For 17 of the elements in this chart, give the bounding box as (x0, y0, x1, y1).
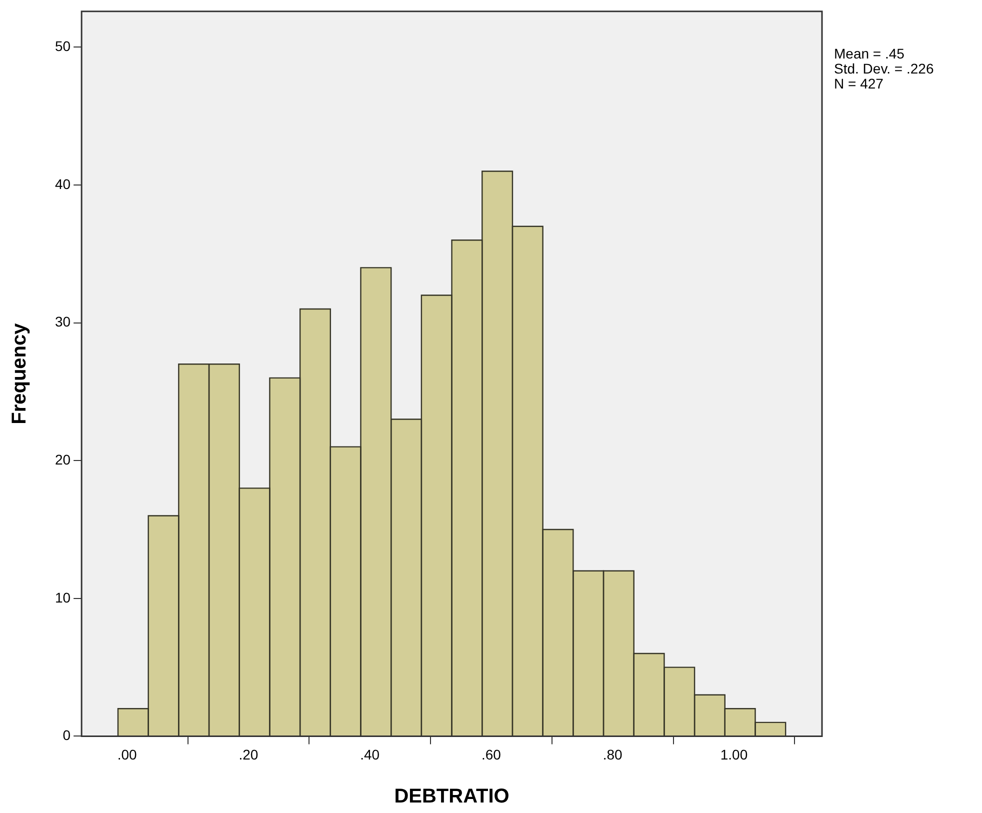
x-tick-label: .60 (482, 746, 502, 762)
y-tick-label: 50 (54, 38, 71, 54)
y-tick-label: 20 (54, 451, 71, 468)
text: Mean = .45 (834, 45, 905, 62)
text: N = 427 (834, 75, 884, 92)
y-tick-label: 40 (54, 176, 71, 192)
x-tick-label: .40 (360, 746, 380, 762)
x-tick-label: 1.00 (720, 746, 748, 762)
x-tick-label: .20 (238, 746, 258, 762)
y-tick-label: 30 (54, 314, 71, 330)
text: Std. Dev. = .226 (834, 60, 934, 76)
x-tick-label: .80 (602, 746, 623, 762)
y-tick-label: 0 (62, 727, 71, 744)
x-tick-label: .00 (117, 746, 138, 762)
y-tick-label: 10 (54, 589, 71, 606)
y-axis-title: Frequency (8, 322, 31, 424)
x-axis-title: DEBTRATIO (394, 786, 510, 808)
